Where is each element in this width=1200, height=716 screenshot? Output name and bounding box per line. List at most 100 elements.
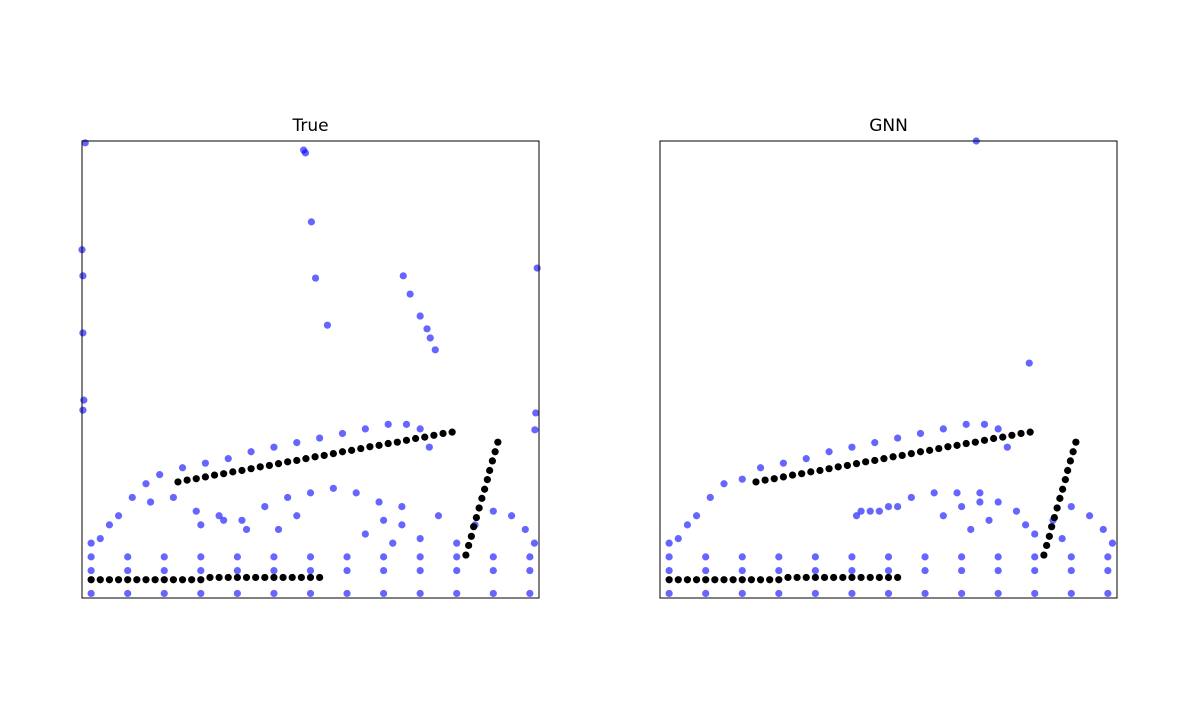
particle: [770, 475, 778, 483]
particle: [361, 425, 369, 433]
particle: [761, 476, 769, 484]
particle: [775, 553, 783, 561]
particle: [306, 553, 315, 561]
particle: [889, 453, 897, 461]
particle: [1072, 438, 1080, 446]
particle: [907, 449, 915, 458]
particle: [210, 471, 219, 479]
particle: [884, 566, 893, 575]
particle: [398, 503, 406, 511]
particle: [329, 484, 337, 492]
particle: [1064, 466, 1072, 475]
particle: [323, 321, 332, 329]
particle: [665, 589, 673, 598]
particle: [958, 589, 966, 598]
particle: [894, 503, 902, 511]
particle: [489, 566, 497, 575]
particle: [980, 420, 989, 428]
particle: [1066, 457, 1074, 465]
particle: [270, 573, 278, 582]
particle: [215, 573, 223, 582]
particle: [311, 453, 319, 461]
particle: [215, 512, 223, 520]
particle: [87, 553, 95, 561]
particle: [87, 589, 95, 598]
particle: [1099, 525, 1107, 534]
particle: [81, 139, 89, 147]
particle: [798, 470, 806, 478]
particle: [830, 573, 838, 582]
particle: [665, 566, 673, 575]
particle: [247, 448, 255, 456]
particle: [711, 576, 719, 584]
particle: [406, 290, 414, 298]
particle: [462, 551, 470, 559]
particle: [521, 525, 529, 534]
particle: [857, 573, 865, 582]
particle: [430, 431, 438, 439]
particle: [994, 589, 1002, 598]
particle: [848, 589, 856, 598]
particle: [242, 525, 251, 534]
particle: [1045, 532, 1053, 540]
particle: [526, 566, 534, 575]
particle: [871, 439, 879, 447]
particle: [453, 539, 461, 547]
particle: [357, 444, 365, 453]
particle: [692, 576, 701, 584]
particle: [930, 489, 938, 497]
particle: [916, 448, 925, 456]
particle: [242, 573, 251, 582]
particle: [958, 553, 966, 561]
particle: [884, 573, 893, 582]
particle: [366, 443, 374, 451]
particle: [1056, 494, 1064, 502]
particle: [114, 512, 123, 520]
particle: [307, 218, 316, 226]
particle: [766, 576, 774, 584]
particle: [1058, 534, 1066, 543]
particle: [1104, 553, 1112, 561]
particle: [674, 576, 682, 584]
particle: [188, 576, 196, 584]
particle: [146, 498, 155, 506]
particle: [526, 553, 534, 561]
particle: [775, 589, 783, 598]
particle: [128, 493, 136, 502]
panel-title: GNN: [869, 116, 908, 136]
particle: [375, 441, 383, 449]
particle: [380, 553, 388, 561]
particle: [1050, 513, 1058, 522]
particle: [416, 425, 424, 433]
particle: [439, 429, 447, 438]
particle: [416, 553, 424, 561]
particle: [1108, 539, 1117, 547]
particle: [1031, 589, 1039, 598]
particle: [665, 539, 673, 547]
particle: [481, 485, 489, 493]
particle: [389, 539, 397, 547]
particle: [1053, 504, 1061, 512]
particle: [425, 443, 433, 451]
particle: [261, 573, 269, 582]
particle: [238, 516, 246, 524]
particle: [79, 329, 87, 337]
particle: [431, 346, 439, 354]
particle: [958, 566, 966, 575]
particle: [921, 553, 929, 561]
particle: [416, 534, 424, 543]
particle: [256, 463, 264, 471]
particle: [884, 589, 893, 598]
particle: [178, 576, 187, 584]
particle: [453, 553, 461, 561]
particle: [197, 521, 205, 529]
particle: [683, 576, 692, 584]
particle: [114, 576, 123, 584]
particle: [921, 589, 929, 598]
particle: [967, 525, 975, 534]
particle: [1067, 566, 1075, 575]
particle: [352, 489, 360, 497]
particle: [288, 573, 296, 582]
particle: [380, 566, 388, 575]
particle: [1104, 589, 1112, 598]
